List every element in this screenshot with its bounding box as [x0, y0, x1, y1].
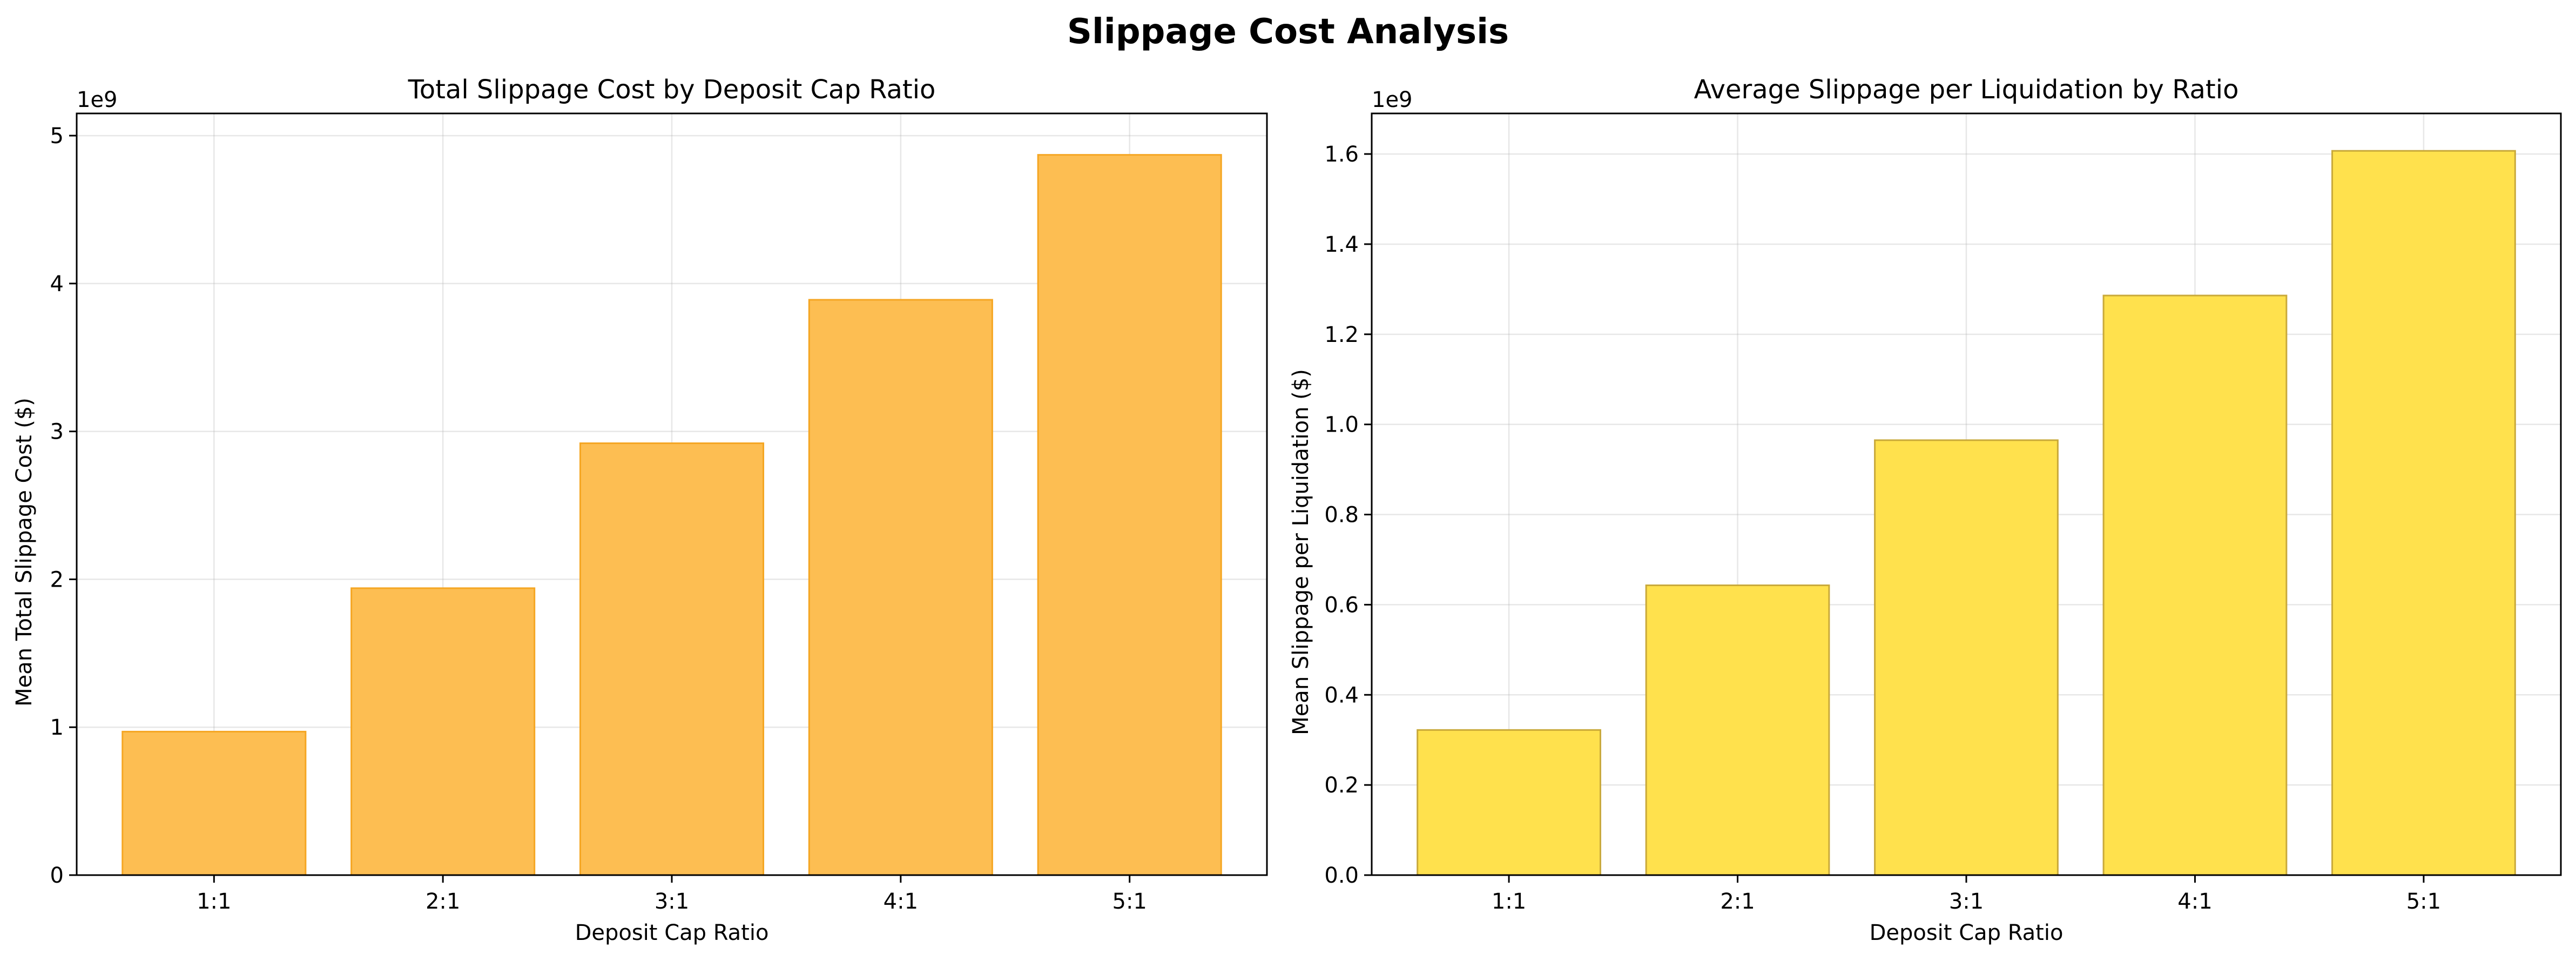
y-tick-label: 0.0	[1324, 863, 1359, 888]
x-tick-label: 1:1	[1492, 889, 1526, 914]
ticks: 0 1 2 3 4 5 1:1 2:1 3:1 4:1 5:1	[50, 124, 1147, 914]
chart-total-slippage: Total Slippage Cost by Deposit Cap Ratio…	[12, 75, 1268, 945]
y-tick-label: 5	[50, 124, 64, 149]
y-tick-label: 0.4	[1324, 683, 1359, 708]
y-tick-label: 1	[50, 715, 64, 740]
bar-1-1	[1417, 729, 1601, 876]
y-tick-label: 1.0	[1324, 413, 1359, 438]
y-tick-label: 0	[50, 863, 64, 888]
y-tick-label: 0.6	[1324, 593, 1359, 617]
plot-frame	[76, 112, 1268, 876]
bar-5-1	[2331, 150, 2516, 876]
bar-4-1	[808, 299, 993, 876]
y-tick-label: 3	[50, 420, 64, 445]
x-tick-label: 5:1	[1112, 889, 1147, 914]
y-offset-label: 1e9	[1372, 88, 1413, 112]
bar-5-1	[1037, 154, 1222, 876]
y-tick-label: 1.4	[1324, 232, 1359, 257]
x-tick-label: 5:1	[2406, 889, 2441, 914]
bar-3-1	[1874, 439, 2059, 876]
y-axis-label: Mean Total Slippage Cost ($)	[12, 398, 37, 707]
y-tick-label: 2	[50, 567, 64, 592]
y-axis-label: Mean Slippage per Liquidation ($)	[1289, 369, 1313, 735]
bar-2-1	[350, 587, 536, 876]
plot-frame	[1371, 112, 2562, 876]
x-tick-label: 2:1	[1720, 889, 1755, 914]
x-axis-label: Deposit Cap Ratio	[575, 920, 769, 945]
x-tick-label: 1:1	[197, 889, 231, 914]
y-tick-label: 1.6	[1324, 142, 1359, 167]
chart-title: Average Slippage per Liquidation by Rati…	[1694, 75, 2239, 105]
y-tick-label: 0.8	[1324, 503, 1359, 528]
chart-average-slippage: Average Slippage per Liquidation by Rati…	[1289, 75, 2562, 945]
x-axis-label: Deposit Cap Ratio	[1870, 920, 2064, 945]
chart-title: Total Slippage Cost by Deposit Cap Ratio	[408, 75, 936, 105]
x-tick-label: 4:1	[2177, 889, 2212, 914]
x-tick-label: 3:1	[1949, 889, 1984, 914]
y-offset-label: 1e9	[77, 88, 118, 112]
figure-title: Slippage Cost Analysis	[1067, 12, 1509, 52]
bars	[122, 154, 1222, 876]
bar-2-1	[1645, 584, 1830, 876]
bar-4-1	[2102, 294, 2288, 876]
ticks: 0.0 0.2 0.4 0.6 0.8 1.0 1.2 1.4 1.6 1:1 2:1 3:1 4:1 5…	[1324, 142, 2441, 914]
y-tick-label: 0.2	[1324, 773, 1359, 798]
bar-3-1	[579, 442, 765, 876]
x-tick-label: 3:1	[655, 889, 689, 914]
y-tick-label: 1.2	[1324, 322, 1359, 347]
y-tick-label: 4	[50, 272, 64, 297]
x-tick-label: 4:1	[884, 889, 918, 914]
bars	[1417, 150, 2516, 876]
x-tick-label: 2:1	[426, 889, 460, 914]
bar-1-1	[122, 730, 307, 876]
